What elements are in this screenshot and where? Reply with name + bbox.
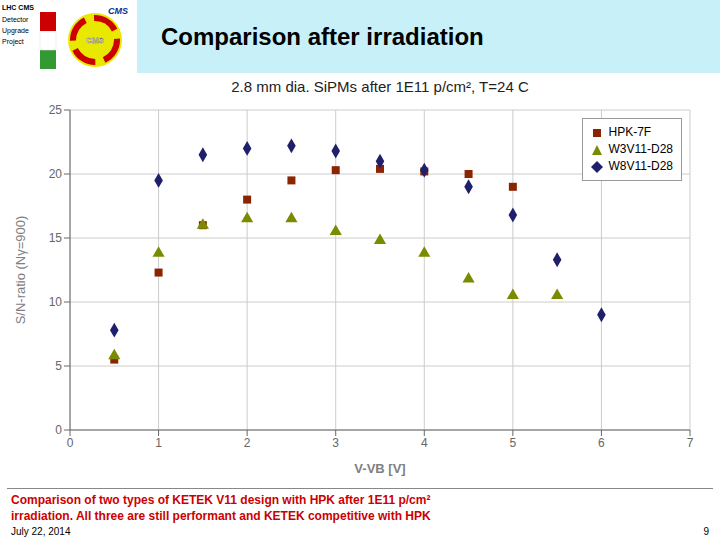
svg-text:4: 4 (421, 436, 428, 450)
html-text:Comparison after irradiation: Comparison after irradiation (161, 22, 484, 50)
svg-text:10: 10 (49, 295, 63, 309)
svg-text:6: 6 (598, 436, 605, 450)
svg-text:2: 2 (244, 436, 251, 450)
svg-text:7: 7 (687, 436, 694, 450)
html-text:irradiation. All three are sti: irradiation. All three are still perform… (11, 509, 431, 523)
html-text:9: 9 (703, 526, 709, 537)
svg-text:LHC CMS: LHC CMS (8, 4, 34, 11)
html-text:July 22, 2014: July 22, 2014 (11, 526, 71, 537)
html-text:HPK-7F: HPK-7F (608, 125, 652, 139)
svg-text:CMS: CMS (108, 6, 128, 16)
svg-text:Detector: Detector (8, 16, 29, 23)
svg-text:Project: Project (8, 38, 24, 46)
svg-text:1: 1 (155, 436, 162, 450)
svg-text:V-VB [V]: V-VB [V] (354, 461, 405, 476)
svg-text:20: 20 (49, 167, 63, 181)
svg-text:S/N-ratio (Nγ=900): S/N-ratio (Nγ=900) (13, 216, 28, 325)
svg-text:5: 5 (510, 436, 517, 450)
svg-text:Upgrade: Upgrade (8, 27, 29, 35)
html-text:W3V11-D28: W3V11-D28 (608, 142, 673, 156)
svg-text:CMS: CMS (86, 36, 104, 45)
html-text:W8V11-D28: W8V11-D28 (608, 159, 673, 173)
svg-text:0: 0 (55, 423, 62, 437)
svg-text:15: 15 (49, 231, 63, 245)
html-text:2.8 mm dia. SiPMs after 1E11 p: 2.8 mm dia. SiPMs after 1E11 p/cm², T=24… (231, 78, 529, 95)
svg-text:0: 0 (67, 436, 74, 450)
svg-text:3: 3 (332, 436, 339, 450)
svg-text:25: 25 (49, 103, 63, 117)
svg-text:5: 5 (55, 359, 62, 373)
html-text:Comparison of two types of KET: Comparison of two types of KETEK V11 des… (11, 493, 431, 507)
